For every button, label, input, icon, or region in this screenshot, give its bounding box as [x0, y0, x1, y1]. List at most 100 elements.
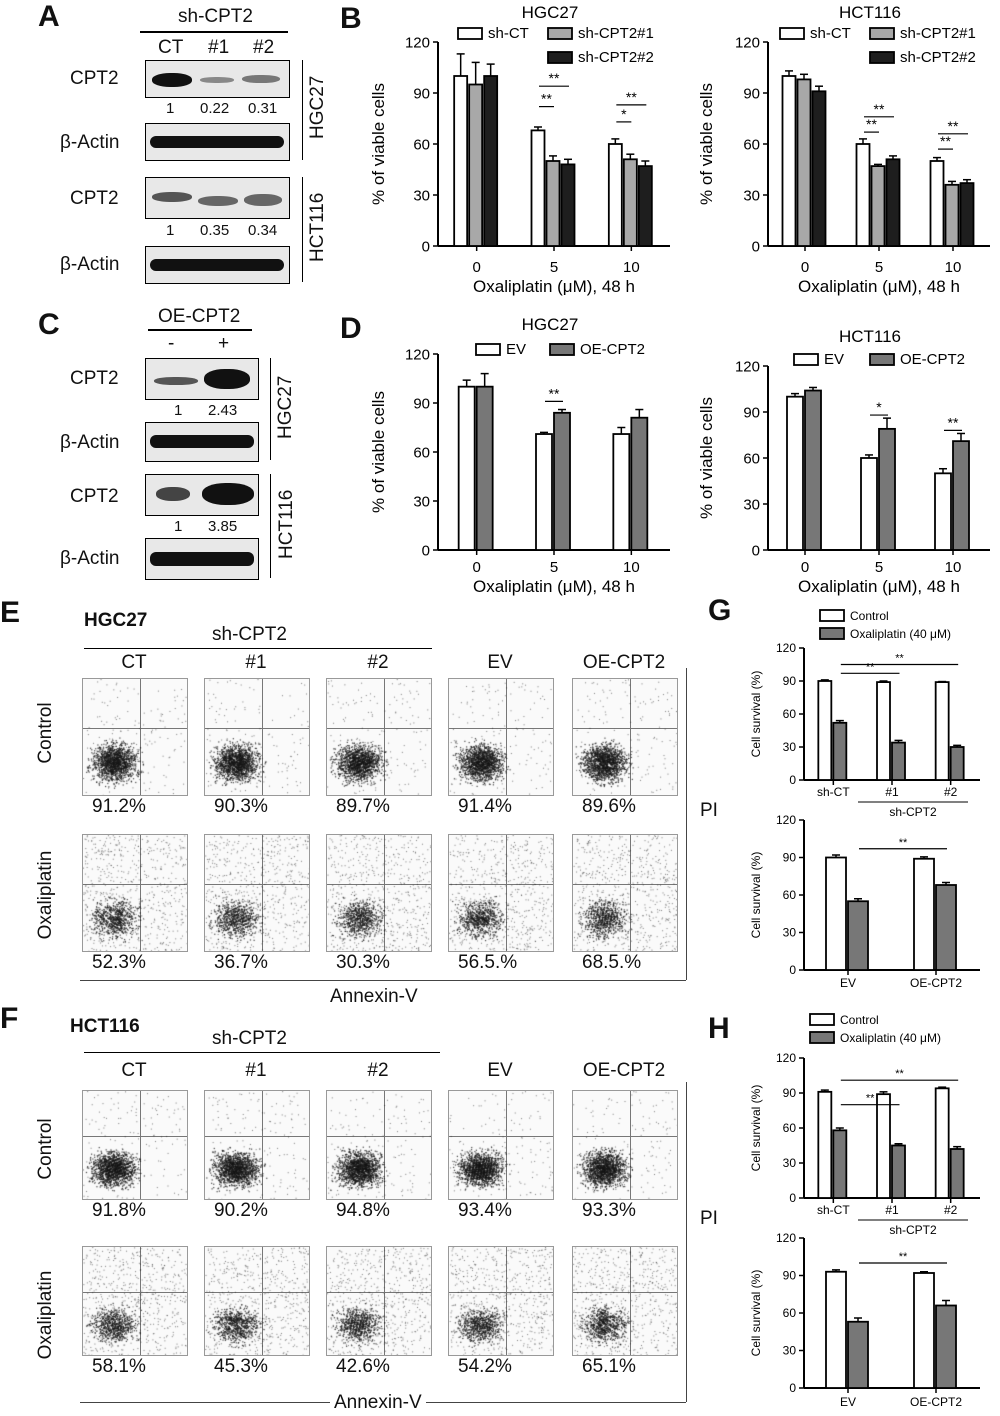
- chart-h1-bar-1-1: [891, 1144, 906, 1199]
- c-q3-2: 3.85: [208, 518, 238, 535]
- chart-b2-legend-swatch-0: [779, 27, 805, 40]
- chart-b2-legend-swatch-2: [869, 51, 895, 64]
- f-xaxis: Annexin-V: [330, 1392, 426, 1414]
- chart-g1-sig-label-0: **: [866, 661, 875, 673]
- chart-h1-ytick-label-3: 90: [783, 1086, 797, 1100]
- chart-b2-bar-2-0: [811, 90, 827, 247]
- chart-h1-legend-label-0: Control: [840, 1013, 879, 1027]
- flowE-pct-control-2: 89.7%: [336, 796, 390, 817]
- chart-g2-bar-1-0: [847, 900, 869, 971]
- chart-b1-bar-0-2: [607, 143, 623, 247]
- flowE-plot-oxaliplatin-1: [204, 834, 310, 952]
- a-header: sh-CPT2: [178, 6, 253, 27]
- chart-h1-bar-0-1: [876, 1093, 891, 1199]
- c-blot-cpt2-hct116: [145, 474, 259, 516]
- chart-b2-sig-label-2: **: [940, 133, 951, 149]
- chart-h2-xtick-label-0: EV: [840, 1395, 856, 1409]
- chart-h1-bar-0-2: [934, 1087, 950, 1199]
- flowE-pct-oxaliplatin-3: 56.5.%: [458, 952, 518, 973]
- chart-b1-ytick-label-0: 0: [422, 238, 430, 255]
- flowF-plot-oxaliplatin-2: [326, 1246, 432, 1356]
- chart-d2-legend-label-1: OE-CPT2: [900, 351, 965, 368]
- chart-h1-bar-1-0: [832, 1129, 848, 1199]
- chart-h1-sig-label-0: **: [866, 1093, 875, 1105]
- f-cell-line: HCT116: [70, 1016, 140, 1037]
- chart-b2-xtick-label-1: 5: [875, 259, 883, 276]
- chart-b1-legend-swatch-2: [547, 51, 573, 64]
- chart-h2-ytick-label-1: 30: [783, 1344, 797, 1358]
- chart-h2-bar-0-0: [825, 1270, 847, 1389]
- c-q1-2: 2.43: [208, 402, 238, 419]
- f-yaxis: PI: [700, 1208, 718, 1229]
- chart-b1-xtick-label-1: 5: [550, 259, 558, 276]
- flowF-plot-control-1: [204, 1090, 310, 1200]
- f-group-line: [84, 1052, 440, 1053]
- chart-b1-sig-label-2: *: [621, 106, 627, 122]
- chart-d1-ytick-label-2: 60: [413, 444, 430, 461]
- chart-b1-bar-2-1: [560, 163, 576, 247]
- chart-h1-ytick-label-1: 30: [783, 1156, 797, 1170]
- flowE-pct-oxaliplatin-1: 36.7%: [214, 952, 268, 973]
- a-q3-1: 1: [166, 222, 175, 239]
- chart-b1-bar-1-1: [545, 160, 561, 247]
- panel-label-c: C: [38, 308, 60, 341]
- flow-scatter: [205, 1091, 309, 1199]
- flowE-plot-oxaliplatin-0: [82, 834, 188, 952]
- flowE-col-3: EV: [487, 652, 513, 673]
- chart-g1-legend-label-1: Oxaliplatin (40 μM): [850, 627, 951, 641]
- flow-scatter: [327, 1091, 431, 1199]
- chart-g1-ytick-label-2: 60: [783, 707, 797, 721]
- a-blot-cpt2-hgc27: [145, 60, 290, 98]
- flow-scatter: [449, 835, 553, 951]
- flow-scatter: [327, 679, 431, 795]
- chart-d1-title: HGC27: [522, 315, 579, 334]
- chart-b2-xlabel: Oxaliplatin (μM), 48 h: [798, 277, 960, 296]
- chart-g2-ytick-label-3: 90: [783, 851, 797, 865]
- chart-g1-bar-0-0: [817, 680, 833, 781]
- chart-g2-ytick-label-2: 60: [783, 888, 797, 902]
- chart-d1-legend-swatch-1: [549, 343, 575, 356]
- chart-b2-ytick-label-0: 0: [752, 238, 760, 255]
- flowF-plot-oxaliplatin-4: [572, 1246, 678, 1356]
- chart-g1-ylabel: Cell survival (%): [749, 671, 763, 758]
- flow-scatter: [83, 679, 187, 795]
- chart-b2-sig-label-1: **: [874, 101, 885, 117]
- chart-b2-sig-label-0: **: [866, 116, 877, 132]
- flowE-plot-oxaliplatin-3: [448, 834, 554, 952]
- chart-h1-legend-swatch-1: [809, 1031, 835, 1044]
- chart-b2-legend-label-2: sh-CPT2#2: [900, 49, 976, 66]
- flowE-pct-control-3: 91.4%: [458, 796, 512, 817]
- flow-scatter: [573, 1247, 677, 1355]
- flowE-col-1: #1: [245, 652, 267, 673]
- a-lane-ct: CT: [158, 37, 184, 58]
- chart-b2-ytick-label-3: 90: [743, 85, 760, 102]
- chart-b1-sig-label-0: **: [541, 91, 552, 107]
- f-frame-right: [686, 1082, 687, 1402]
- e-group: sh-CPT2: [212, 624, 287, 645]
- chart-g1-group-label: sh-CPT2: [889, 805, 937, 819]
- chart-g1-sig-label-1: **: [895, 653, 904, 665]
- c-row2-label: β-Actin: [60, 432, 120, 453]
- flowF-plot-control-3: [448, 1090, 554, 1200]
- flowF-col-3: EV: [487, 1060, 513, 1081]
- chart-h1-group-label: sh-CPT2: [889, 1223, 937, 1237]
- chart-g1-ytick-label-3: 90: [783, 674, 797, 688]
- chart-g1-legend-swatch-1: [819, 627, 845, 640]
- c-bracket-hct116: [270, 474, 271, 578]
- flow-scatter: [83, 1091, 187, 1199]
- chart-b1-legend-label-0: sh-CT: [488, 25, 529, 42]
- chart-b1-bar-1-0: [468, 83, 484, 247]
- e-xaxis: Annexin-V: [330, 986, 418, 1007]
- chart-h1-ytick-label-2: 60: [783, 1121, 797, 1135]
- chart-g1-ytick-label-1: 30: [783, 740, 797, 754]
- flowF-plot-oxaliplatin-1: [204, 1246, 310, 1356]
- flowF-pct-control-1: 90.2%: [214, 1200, 268, 1221]
- chart-g2-xtick-label-1: OE-CPT2: [910, 976, 962, 990]
- chart-g2-bar-1-1: [935, 884, 957, 971]
- f-row-control: Control: [35, 1118, 56, 1180]
- flow-scatter: [573, 679, 677, 795]
- chart-g2-sig-label-0: **: [899, 837, 908, 849]
- chart-h2-xtick-label-1: OE-CPT2: [910, 1395, 962, 1409]
- flowE-pct-control-0: 91.2%: [92, 796, 146, 817]
- flow-scatter: [573, 835, 677, 951]
